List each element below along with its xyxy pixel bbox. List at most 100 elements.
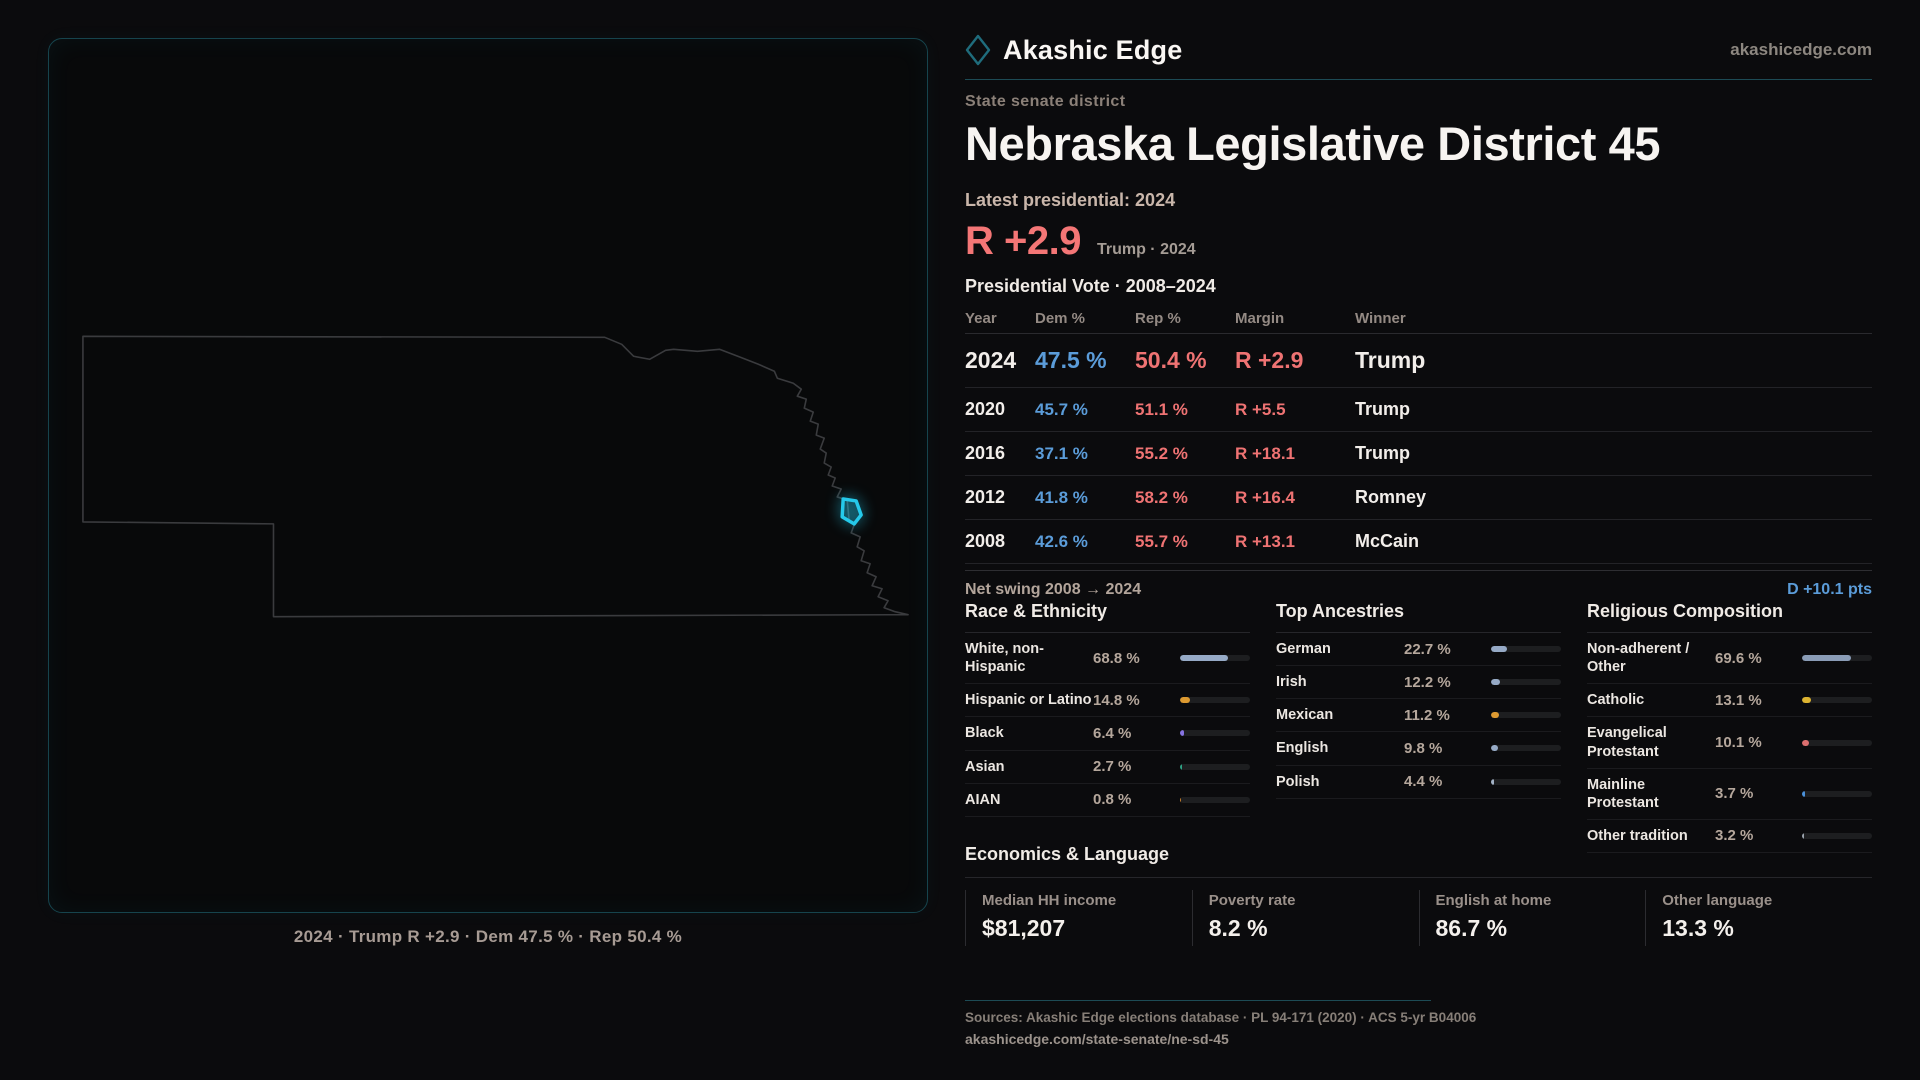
- list-item: Other tradition 3.2 %: [1587, 820, 1872, 853]
- cell-winner: Trump: [1355, 399, 1411, 419]
- cell-margin: R +16.4: [1235, 487, 1296, 507]
- net-swing-value: D +10.1 pts: [1787, 581, 1872, 598]
- list-item: White, non-Hispanic 68.8 %: [965, 633, 1250, 685]
- list-item: AIAN 0.8 %: [965, 784, 1250, 817]
- demographics-column: Race & Ethnicity White, non-Hispanic 68.8 …: [965, 601, 1250, 853]
- cell-winner: McCain: [1355, 531, 1420, 551]
- list-item: Catholic 13.1 %: [1587, 684, 1872, 718]
- cell-dem-pct: 47.5 %: [1035, 347, 1107, 373]
- demo-bar-fill: [1491, 745, 1498, 752]
- table-row: 2020 45.7 % 51.1 % R +5.5 Trump: [965, 388, 1872, 432]
- cell-margin: R +2.9: [1235, 347, 1304, 373]
- cell-dem-pct: 45.7 %: [1035, 399, 1088, 419]
- col-header-margin: Margin: [1235, 310, 1285, 327]
- demo-value: 68.8 %: [1093, 649, 1140, 667]
- cell-year: 2020: [965, 399, 1006, 419]
- demo-bar-fill: [1180, 763, 1182, 770]
- demographics-column-title: Religious Composition: [1587, 601, 1872, 633]
- stat-value: $81,207: [982, 915, 1066, 941]
- net-swing-row: Net swing 2008 → 2024 D +10.1 pts: [965, 570, 1872, 599]
- demo-bar-track: [1491, 679, 1561, 686]
- footer-sources: Sources: Akashic Edge elections database…: [965, 1010, 1477, 1025]
- demo-label: Other tradition: [1587, 827, 1688, 844]
- cell-margin: R +18.1: [1235, 443, 1296, 463]
- demo-bar-fill: [1802, 655, 1851, 662]
- cell-rep-pct: 51.1 %: [1135, 399, 1188, 419]
- demo-label: Mexican: [1276, 707, 1334, 724]
- list-item: Asian 2.7 %: [965, 751, 1250, 784]
- demo-bar-track: [1180, 655, 1250, 662]
- demo-value: 11.2 %: [1404, 706, 1450, 724]
- stat-label: Median HH income: [982, 892, 1117, 909]
- demo-label: Non-adherent / Other: [1587, 641, 1690, 676]
- kicker-label: State senate district: [965, 93, 1126, 110]
- cell-dem-pct: 37.1 %: [1035, 443, 1088, 463]
- list-item: Mexican 11.2 %: [1276, 699, 1561, 733]
- table-row: 2016 37.1 % 55.2 % R +18.1 Trump: [965, 432, 1872, 476]
- demo-bar-fill: [1180, 697, 1191, 704]
- demo-bar-track: [1491, 745, 1561, 752]
- footer-divider: [965, 1000, 1431, 1001]
- demo-bar-track: [1802, 739, 1872, 746]
- demo-value: 4.4 %: [1404, 773, 1443, 791]
- demo-bar-fill: [1491, 712, 1499, 719]
- demo-value: 13.1 %: [1715, 691, 1762, 709]
- stat-value: 13.3 %: [1662, 915, 1734, 941]
- demo-bar-track: [1802, 655, 1872, 662]
- demo-value: 22.7 %: [1404, 640, 1451, 658]
- demo-label: Evangelical Protestant: [1587, 725, 1667, 760]
- demo-bar-track: [1491, 646, 1561, 653]
- cell-rep-pct: 50.4 %: [1135, 347, 1207, 373]
- list-item: Hispanic or Latino 14.8 %: [965, 684, 1250, 718]
- demo-bar-track: [1802, 790, 1872, 797]
- demo-bar-track: [1802, 697, 1872, 704]
- demo-label: Polish: [1276, 773, 1320, 790]
- brand-header: Akashic Edge akashicedge.com: [965, 34, 1872, 66]
- table-row: 2008 42.6 % 55.7 % R +13.1 McCain: [965, 520, 1872, 564]
- demo-bar-fill: [1491, 679, 1500, 686]
- demo-bar-fill: [1180, 796, 1182, 803]
- demo-value: 69.6 %: [1715, 649, 1762, 667]
- list-item: Evangelical Protestant 10.1 %: [1587, 717, 1872, 769]
- cell-winner: Romney: [1355, 487, 1427, 507]
- diamond-icon: [965, 34, 991, 66]
- stat-cell: Other language 13.3 %: [1645, 890, 1872, 946]
- demo-bar-track: [1491, 712, 1561, 719]
- list-item: Mainline Protestant 3.7 %: [1587, 769, 1872, 820]
- stat-label: English at home: [1435, 892, 1552, 909]
- demo-bar-track: [1180, 796, 1250, 803]
- demo-label: Asian: [965, 758, 1005, 775]
- demo-bar-fill: [1802, 697, 1812, 704]
- col-header-year: Year: [965, 310, 997, 327]
- stat-label: Other language: [1662, 892, 1773, 909]
- demo-bar-track: [1491, 778, 1561, 785]
- demo-value: 3.2 %: [1715, 827, 1754, 845]
- stat-value: 86.7 %: [1435, 915, 1508, 941]
- col-header-winner: Winner: [1355, 310, 1406, 327]
- list-item: English 9.8 %: [1276, 732, 1561, 766]
- demo-bar-fill: [1491, 646, 1507, 653]
- demo-value: 14.8 %: [1093, 691, 1140, 709]
- demo-label: Black: [965, 725, 1004, 742]
- stat-cell: Poverty rate 8.2 %: [1191, 890, 1419, 946]
- demo-label: Hispanic or Latino: [965, 692, 1092, 709]
- demo-label: Mainline Protestant: [1587, 776, 1659, 811]
- demo-value: 9.8 %: [1404, 739, 1443, 757]
- demo-value: 6.4 %: [1093, 724, 1132, 742]
- demo-label: Irish: [1276, 674, 1307, 691]
- vote-table-body: 2024 47.5 % 50.4 % R +2.9 Trump 2020 45.7 % 51.…: [965, 334, 1872, 564]
- nebraska-map: [82, 335, 909, 618]
- page-title: Nebraska Legislative District 45: [965, 117, 1661, 170]
- economics-title: Economics & Language: [965, 844, 1872, 878]
- table-row: 2012 41.8 % 58.2 % R +16.4 Romney: [965, 476, 1872, 520]
- nebraska-state-outline: [82, 335, 909, 618]
- list-item: Irish 12.2 %: [1276, 666, 1561, 700]
- list-item: Polish 4.4 %: [1276, 766, 1561, 799]
- col-header-dem: Dem %: [1035, 310, 1086, 327]
- cell-winner: Trump: [1355, 443, 1411, 463]
- demographics-column: Religious Composition Non-adherent / Othe…: [1587, 601, 1872, 853]
- demo-bar-track: [1180, 730, 1250, 737]
- stat-label: Poverty rate: [1208, 892, 1296, 909]
- cell-year: 2016: [965, 443, 1006, 463]
